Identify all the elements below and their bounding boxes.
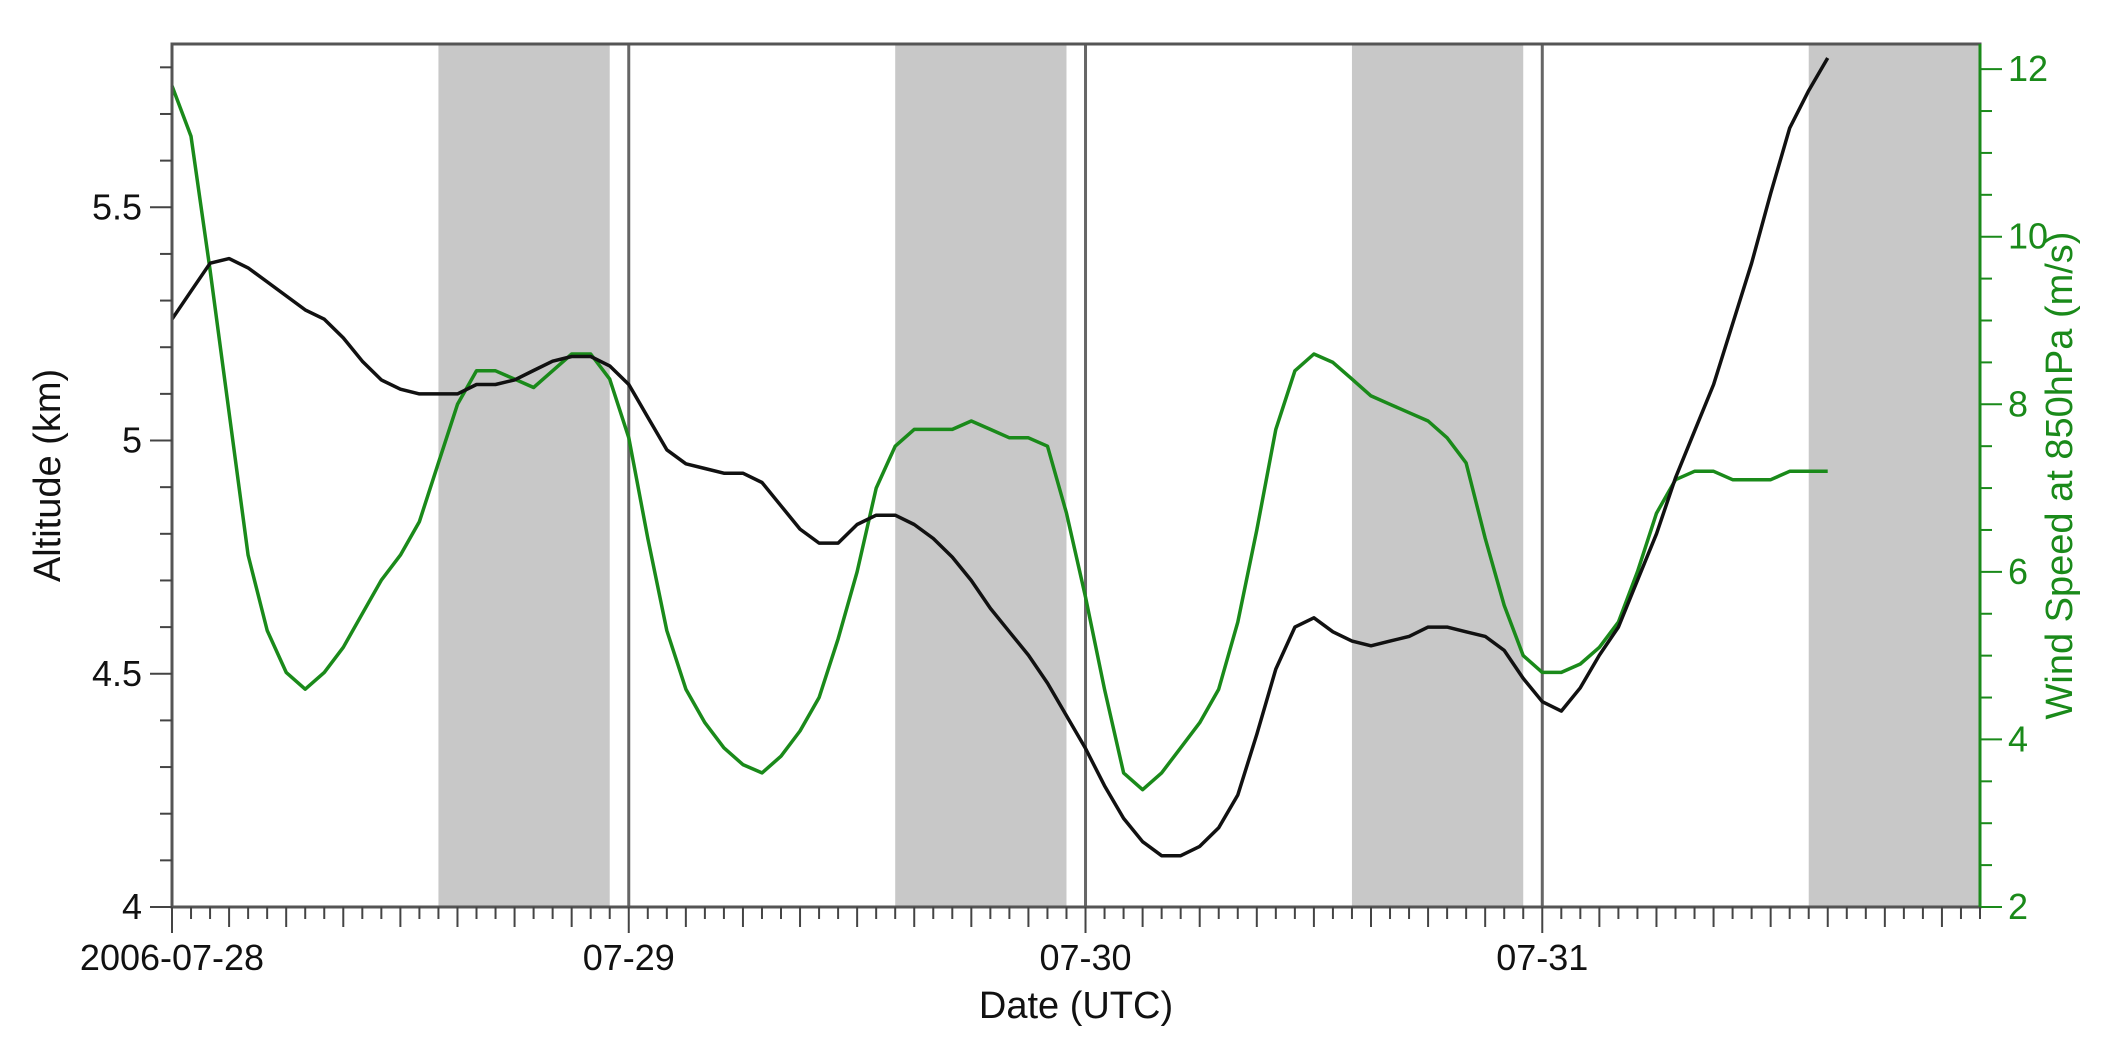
y2-tick-label: 8 — [2008, 383, 2028, 424]
y-tick-label: 4.5 — [92, 653, 142, 694]
x-tick-label: 2006-07-28 — [80, 937, 264, 978]
night-band — [1808, 44, 1980, 907]
left-axis: 4 4.5 5 5.5 — [92, 66, 172, 927]
night-band — [438, 44, 610, 907]
y2-axis-title: Wind Speed at 850hPa (m/s) — [2039, 232, 2081, 720]
x-tick-label: 07-29 — [583, 937, 675, 978]
x-tick-label: 07-30 — [1039, 937, 1131, 978]
y-tick-label: 5.5 — [92, 186, 142, 227]
bottom-axis: 2006-07-28 07-29 07-30 07-31 — [80, 907, 1981, 978]
wind-speed-line — [170, 85, 1828, 792]
altitude-line — [170, 57, 1830, 858]
y-axis-title: Altitude (km) — [27, 369, 69, 582]
x-axis-title: Date (UTC) — [979, 985, 1173, 1027]
x-tick-label: 07-31 — [1496, 937, 1588, 978]
y2-tick-label: 12 — [2008, 48, 2048, 89]
y2-tick-label: 2 — [2008, 886, 2028, 927]
right-axis: 2 4 6 8 10 12 — [1978, 44, 2048, 927]
y2-tick-label: 10 — [2008, 216, 2048, 257]
day-divider-lines — [627, 44, 1544, 907]
y-tick-label: 4 — [122, 886, 142, 927]
night-bands — [438, 44, 1980, 907]
y-tick-label: 5 — [122, 420, 142, 461]
night-band — [1351, 44, 1524, 907]
y2-tick-label: 6 — [2008, 551, 2028, 592]
night-band — [895, 44, 1067, 907]
y2-tick-label: 4 — [2008, 718, 2028, 759]
series-lines — [170, 57, 1830, 858]
